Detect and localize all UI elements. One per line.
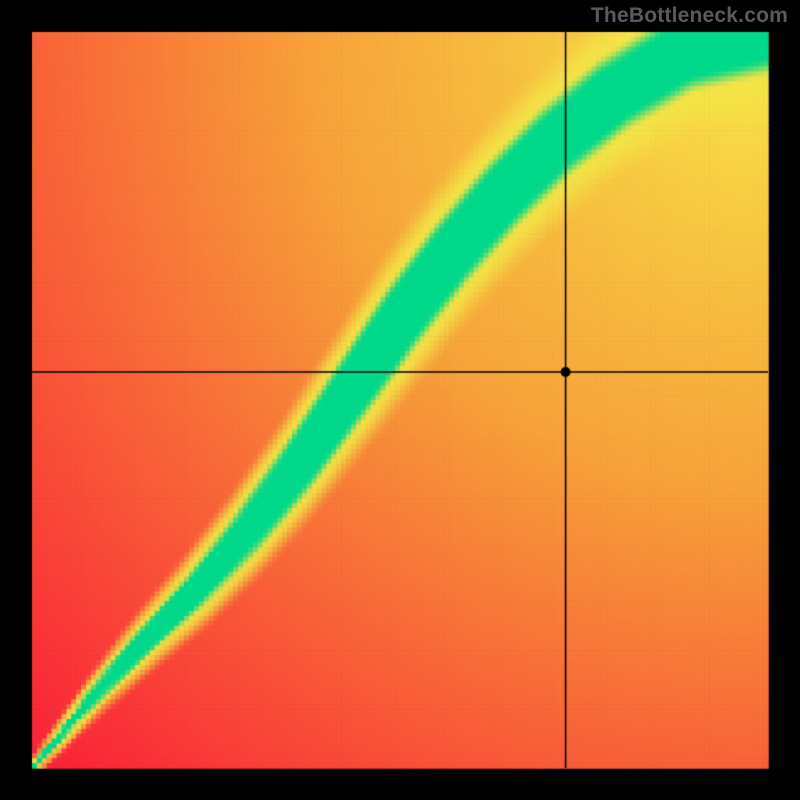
crosshair-overlay bbox=[0, 0, 800, 800]
attribution-text: TheBottleneck.com bbox=[591, 4, 788, 28]
chart-stage: { "attribution": { "text": "TheBottlenec… bbox=[0, 0, 800, 800]
